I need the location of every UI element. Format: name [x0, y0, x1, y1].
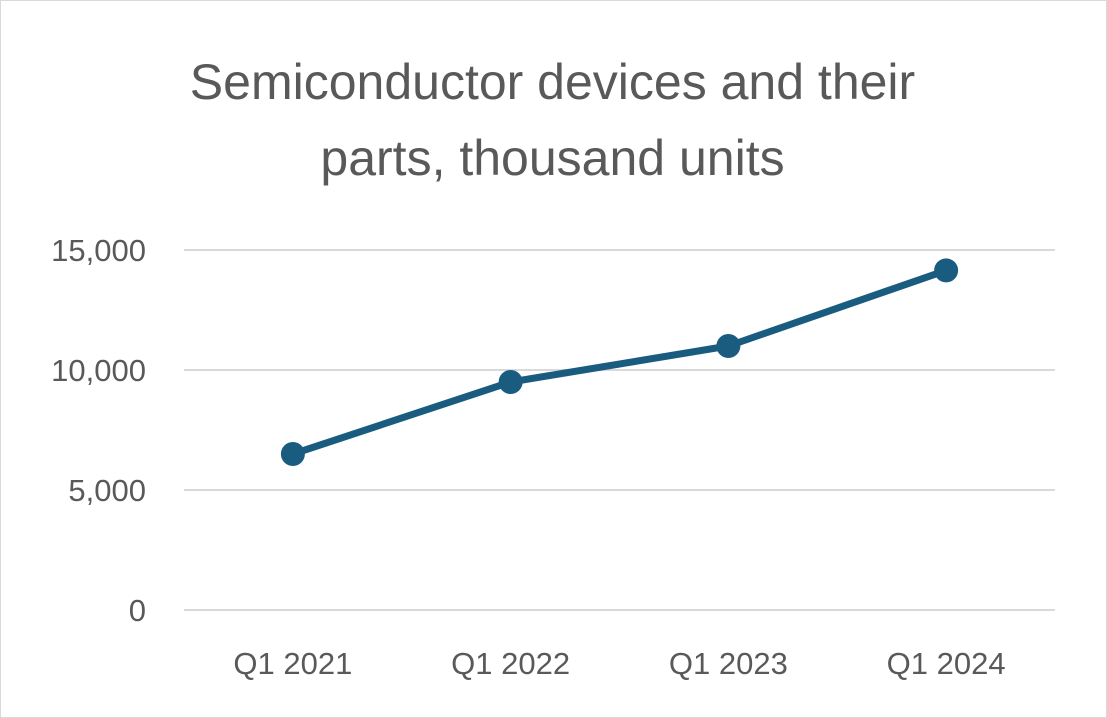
x-tick-label: Q1 2022 — [451, 646, 570, 681]
y-tick-label: 0 — [129, 593, 146, 628]
chart-title-line-1: Semiconductor devices and their — [189, 54, 916, 110]
data-point — [716, 334, 741, 358]
data-point — [934, 258, 959, 283]
data-point — [280, 442, 305, 466]
x-tick-label: Q1 2023 — [669, 646, 788, 681]
chart-title: Semiconductor devices and their parts, t… — [0, 44, 1105, 196]
y-tick-label: 10,000 — [51, 353, 146, 388]
series-line — [289, 266, 950, 458]
y-axis-ticks: 0 5,000 10,000 15,000 — [51, 233, 146, 628]
gridlines — [184, 249, 1055, 611]
y-tick-label: 5,000 — [68, 473, 146, 508]
data-point — [498, 370, 523, 394]
y-tick-label: 15,000 — [51, 233, 146, 268]
x-tick-label: Q1 2024 — [887, 646, 1006, 681]
x-tick-label: Q1 2021 — [233, 646, 352, 681]
series — [280, 258, 959, 466]
x-axis-ticks: Q1 2021 Q1 2022 Q1 2023 Q1 2024 — [233, 646, 1005, 681]
chart-title-line-2: parts, thousand units — [320, 130, 785, 186]
